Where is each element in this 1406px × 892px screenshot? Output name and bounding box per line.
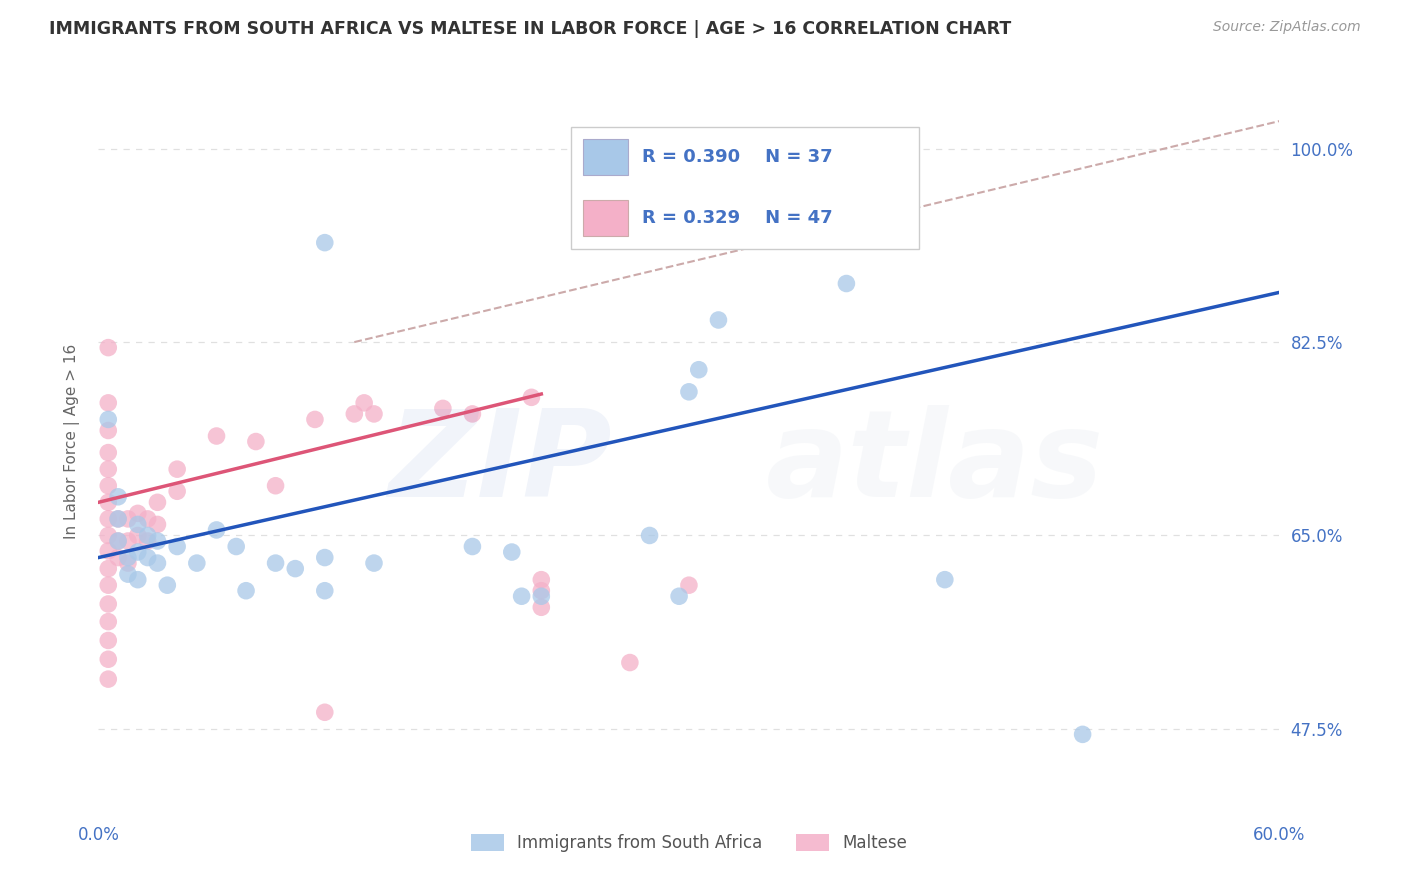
Point [688,362,710,376]
Point [304,412,326,426]
Point [97,479,120,493]
Point [530,573,553,587]
Point [501,545,523,559]
Point [97,561,120,575]
Point [117,533,139,548]
Point [166,484,188,499]
Point [678,384,700,399]
Point [363,407,385,421]
Point [97,495,120,509]
Point [934,573,956,587]
Point [343,407,366,421]
Text: IMMIGRANTS FROM SOUTH AFRICA VS MALTESE IN LABOR FORCE | AGE > 16 CORRELATION CH: IMMIGRANTS FROM SOUTH AFRICA VS MALTESE … [49,20,1011,37]
Point [127,517,149,532]
Point [225,540,247,554]
Point [136,512,159,526]
Point [117,556,139,570]
Point [707,313,730,327]
Point [461,407,484,421]
Point [97,633,120,648]
Point [97,462,120,476]
Point [678,578,700,592]
Point [127,528,149,542]
Legend: Immigrants from South Africa, Maltese: Immigrants from South Africa, Maltese [464,828,914,859]
Point [205,429,228,443]
Point [127,507,149,521]
Point [107,490,129,504]
Point [432,401,454,416]
Point [264,479,287,493]
Y-axis label: In Labor Force | Age > 16: In Labor Force | Age > 16 [63,344,80,539]
Point [166,540,188,554]
Point [353,396,375,410]
Point [146,517,169,532]
Point [166,462,188,476]
Point [314,550,336,565]
Point [530,600,553,615]
FancyBboxPatch shape [582,200,627,235]
Point [146,556,169,570]
Point [156,578,179,592]
Point [97,652,120,666]
Point [314,706,336,720]
Point [97,445,120,459]
Point [205,523,228,537]
Point [97,544,120,558]
Point [97,528,120,542]
Point [136,528,159,542]
Point [1071,727,1094,741]
Point [107,512,129,526]
Point [127,573,149,587]
Text: ZIP: ZIP [388,405,612,522]
Text: atlas: atlas [766,405,1104,522]
Point [97,424,120,438]
Point [461,540,484,554]
Point [245,434,267,449]
Point [107,512,129,526]
Point [97,412,120,426]
Point [530,589,553,603]
Point [510,589,533,603]
Point [314,583,336,598]
Point [107,533,129,548]
Point [264,556,287,570]
Point [117,550,139,565]
Point [97,396,120,410]
Point [117,567,139,582]
Point [146,533,169,548]
Point [835,277,858,291]
Point [97,597,120,611]
Point [530,583,553,598]
Point [136,533,159,548]
Point [186,556,208,570]
Point [107,533,129,548]
Point [363,556,385,570]
Point [520,390,543,404]
Point [235,583,257,598]
Point [136,550,159,565]
Point [97,512,120,526]
Point [97,578,120,592]
Point [127,545,149,559]
FancyBboxPatch shape [582,139,627,175]
Point [638,528,661,542]
Text: Source: ZipAtlas.com: Source: ZipAtlas.com [1213,20,1361,34]
Point [668,589,690,603]
Point [97,341,120,355]
Text: R = 0.390    N = 37: R = 0.390 N = 37 [641,147,832,166]
Point [619,656,641,670]
Point [97,615,120,629]
Point [97,672,120,686]
FancyBboxPatch shape [571,127,920,249]
Point [107,550,129,565]
Point [146,495,169,509]
Text: R = 0.329    N = 47: R = 0.329 N = 47 [641,209,832,227]
Point [314,235,336,250]
Point [284,561,307,575]
Point [117,512,139,526]
